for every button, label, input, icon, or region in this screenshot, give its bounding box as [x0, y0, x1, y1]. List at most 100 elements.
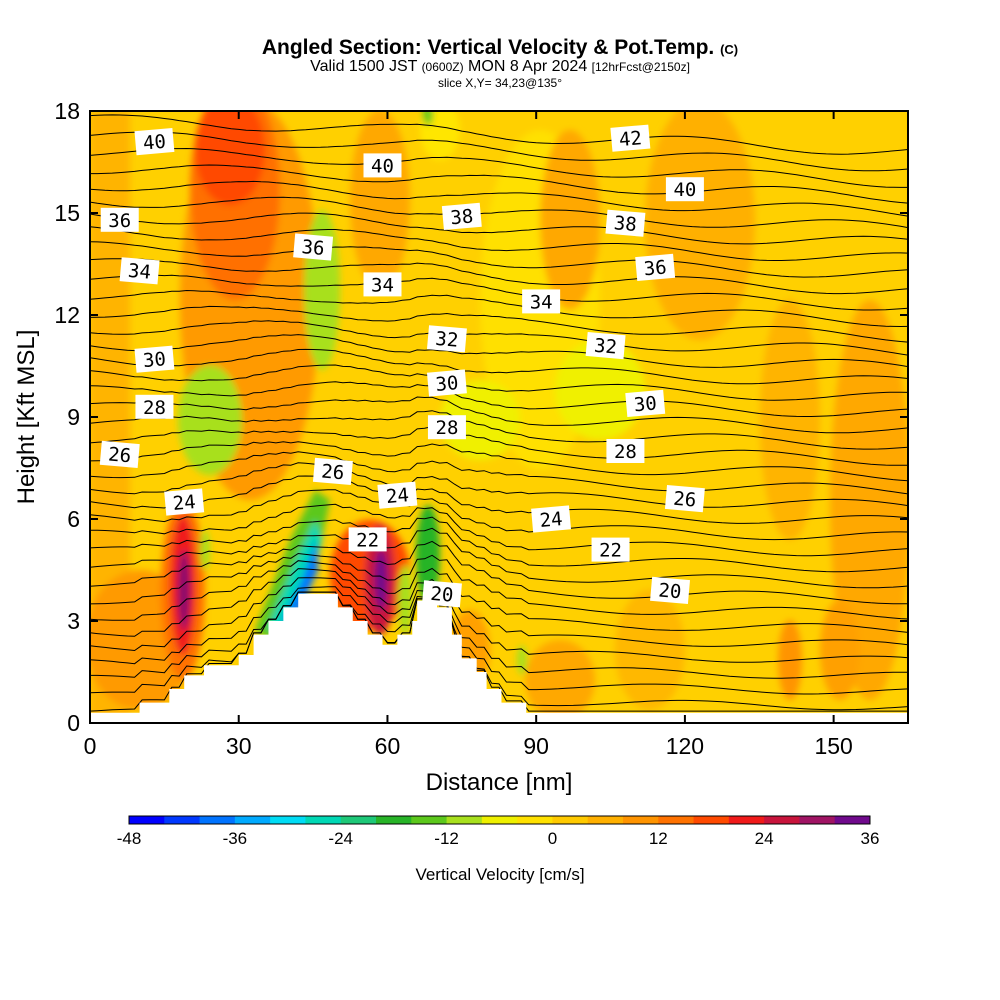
colorbar-swatch [623, 816, 659, 824]
colorbar-swatch [658, 816, 695, 824]
colorbar-tick-label: 0 [548, 829, 557, 848]
theta-contour [90, 462, 908, 508]
contour-label: 34 [363, 272, 402, 297]
colorbar-swatch [552, 816, 589, 824]
theta-contour [90, 212, 908, 245]
contour-label: 22 [348, 527, 387, 552]
contour-label: 38 [605, 209, 646, 237]
contour-label: 32 [426, 325, 467, 353]
theta-contour [90, 451, 908, 495]
contour-label: 34 [119, 257, 160, 285]
theta-contour [90, 348, 908, 385]
colorbar-swatch [587, 816, 624, 824]
theta-contour [90, 568, 908, 647]
contour-label: 30 [134, 345, 175, 373]
contour-label: 24 [377, 481, 418, 509]
colorbar-tick-label: 24 [755, 829, 774, 848]
theta-contour [90, 503, 908, 557]
colorbar-tick-label: -36 [223, 829, 248, 848]
theta-contour [90, 131, 908, 172]
y-tick-label: 12 [54, 302, 80, 328]
contour-label: 22 [591, 537, 630, 562]
theta-contour [90, 381, 908, 417]
contour-label-text: 36 [301, 236, 326, 260]
theta-contour [90, 552, 908, 620]
plot-area [90, 111, 908, 723]
y-tick-label: 18 [54, 98, 80, 124]
contour-label: 28 [427, 415, 466, 440]
colorbar-swatch [129, 816, 165, 824]
theta-contour [90, 516, 908, 573]
contour-label-text: 34 [530, 291, 553, 313]
colorbar-swatch [164, 816, 201, 824]
theta-contour [90, 577, 908, 663]
theta-contour [90, 475, 908, 524]
colorbar-tick-label: -48 [117, 829, 142, 848]
colorbar-swatch [411, 816, 448, 824]
contour-label: 24 [531, 505, 572, 533]
theta-contour [90, 196, 908, 229]
y-tick-label: 0 [67, 710, 80, 736]
theta-contour [90, 591, 908, 712]
colorbar-swatch [693, 816, 730, 824]
contour-label: 28 [606, 439, 645, 463]
contour-label-text: 26 [320, 460, 345, 484]
contour-label-text: 40 [673, 179, 696, 201]
x-tick-label: 0 [84, 733, 97, 759]
theta-contour [90, 410, 908, 450]
theta-contour-lines [90, 114, 908, 712]
contour-label: 36 [635, 253, 676, 282]
contour-label-text: 26 [672, 488, 697, 512]
contour-label-text: 20 [658, 579, 683, 603]
chart-title: Angled Section: Vertical Velocity & Pot.… [0, 36, 1000, 60]
colorbar-swatch [481, 816, 518, 824]
y-tick-label: 9 [67, 404, 80, 430]
theta-contour [90, 426, 908, 466]
utc-time: (0600Z) [421, 60, 464, 74]
contour-label: 26 [99, 440, 140, 469]
x-tick-label: 60 [375, 733, 401, 759]
contour-label-text: 30 [633, 392, 658, 416]
theta-contour [90, 164, 908, 204]
theta-contour [90, 441, 908, 482]
theta-contour [90, 241, 908, 278]
y-tick-label: 6 [67, 506, 80, 532]
contour-label-text: 32 [593, 335, 618, 359]
contour-label: 20 [422, 580, 462, 608]
theta-contour [90, 591, 908, 711]
contour-label: 38 [441, 202, 482, 231]
contour-label: 36 [100, 207, 139, 232]
colorbar-tick-label: -24 [328, 829, 353, 848]
contour-label-text: 30 [435, 372, 460, 396]
x-tick-label: 90 [523, 733, 549, 759]
forecast-label: [12hrFcst@2150z] [591, 60, 690, 74]
contour-label: 26 [312, 457, 353, 486]
contour-label-text: 24 [172, 491, 197, 515]
colorbar-swatch [270, 816, 306, 824]
valid-label: Valid 1500 JST [310, 58, 418, 75]
contour-label: 42 [610, 124, 651, 152]
contour-label-text: 26 [107, 443, 132, 467]
contour-label-text: 42 [618, 127, 643, 151]
contour-label-text: 34 [127, 260, 152, 284]
colorbar-frame [128, 815, 871, 825]
contour-label: 30 [625, 389, 666, 418]
contour-label: 34 [522, 289, 561, 314]
contour-label-text: 36 [643, 256, 668, 280]
x-axis-ticks: 0 30 60 90 120 150 [84, 111, 853, 759]
y-tick-label: 3 [67, 608, 80, 634]
theta-contour [90, 114, 908, 155]
contour-label: 36 [293, 233, 334, 261]
contour-label-text: 40 [142, 131, 167, 155]
chart-title-text: Angled Section: Vertical Velocity & Pot.… [261, 36, 715, 59]
colorbar-swatch [517, 816, 553, 824]
contour-label-text: 28 [614, 441, 637, 463]
theta-contour [90, 258, 908, 295]
theta-contour [90, 586, 908, 679]
contour-label-text: 22 [356, 529, 379, 551]
contour-label-text: 28 [143, 397, 166, 419]
y-axis-label: Height [Kft MSL] [13, 330, 40, 505]
theta-contour [90, 527, 908, 589]
colorbar-swatch [446, 816, 483, 824]
